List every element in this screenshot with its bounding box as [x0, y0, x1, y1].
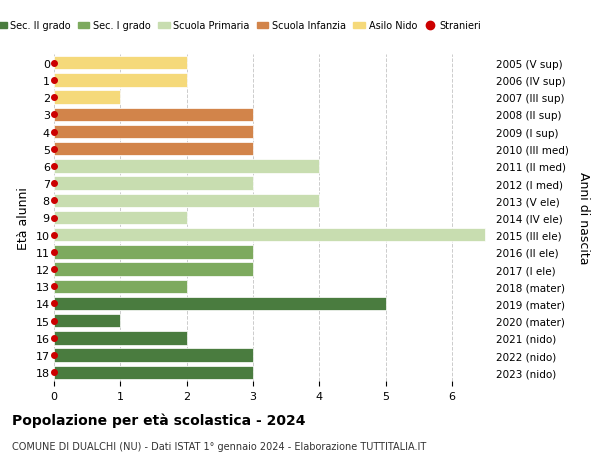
Bar	[54, 280, 187, 293]
Bar	[54, 229, 485, 242]
Bar	[54, 91, 121, 105]
Text: Popolazione per età scolastica - 2024: Popolazione per età scolastica - 2024	[12, 413, 305, 428]
Bar	[54, 314, 121, 328]
Bar	[54, 177, 253, 190]
Bar	[54, 108, 253, 122]
Y-axis label: Età alunni: Età alunni	[17, 187, 30, 249]
Bar	[54, 246, 253, 259]
Text: COMUNE DI DUALCHI (NU) - Dati ISTAT 1° gennaio 2024 - Elaborazione TUTTITALIA.IT: COMUNE DI DUALCHI (NU) - Dati ISTAT 1° g…	[12, 441, 426, 451]
Y-axis label: Anni di nascita: Anni di nascita	[577, 172, 590, 264]
Bar	[54, 194, 319, 207]
Bar	[54, 331, 187, 345]
Bar	[54, 57, 187, 70]
Bar	[54, 143, 253, 156]
Bar	[54, 211, 187, 225]
Bar	[54, 263, 253, 276]
Legend: Sec. II grado, Sec. I grado, Scuola Primaria, Scuola Infanzia, Asilo Nido, Stran: Sec. II grado, Sec. I grado, Scuola Prim…	[0, 17, 485, 35]
Bar	[54, 348, 253, 362]
Bar	[54, 74, 187, 88]
Bar	[54, 366, 253, 379]
Bar	[54, 297, 386, 310]
Bar	[54, 126, 253, 139]
Bar	[54, 160, 319, 173]
